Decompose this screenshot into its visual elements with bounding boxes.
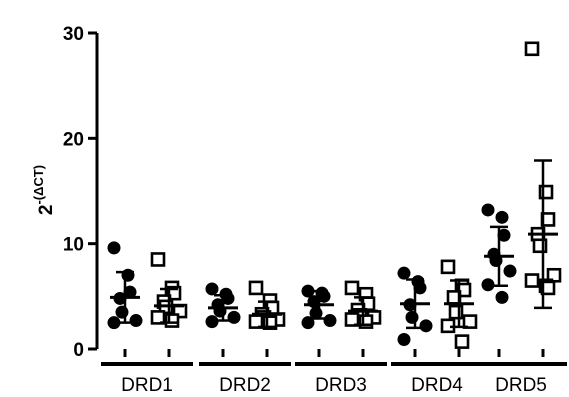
data-point bbox=[481, 203, 495, 217]
data-point bbox=[121, 268, 135, 282]
data-point bbox=[317, 289, 331, 303]
group-label: DRD5 bbox=[495, 375, 547, 396]
y-tick-label: 0 bbox=[73, 340, 84, 361]
data-point bbox=[227, 310, 241, 324]
data-point bbox=[454, 334, 470, 349]
data-point bbox=[419, 319, 433, 333]
data-point bbox=[497, 228, 511, 242]
y-axis-title: 2-(ΔCT) bbox=[31, 165, 57, 215]
y-tick-label: 10 bbox=[63, 235, 84, 256]
data-point bbox=[495, 290, 509, 304]
data-point bbox=[481, 278, 495, 292]
group-label: DRD2 bbox=[219, 375, 271, 396]
data-point bbox=[503, 264, 517, 278]
data-point bbox=[413, 281, 427, 295]
data-point bbox=[344, 312, 360, 327]
y-tick-label: 20 bbox=[63, 129, 84, 150]
data-point bbox=[301, 284, 315, 298]
data-point bbox=[397, 266, 411, 280]
x-axis: DRD1 DRD2 DRD3 DRD4 DRD5 bbox=[101, 349, 567, 396]
data-point bbox=[495, 210, 509, 224]
data-point bbox=[129, 314, 143, 328]
group-label: DRD1 bbox=[121, 375, 173, 396]
svg-text:2-(ΔCT): 2-(ΔCT) bbox=[31, 165, 57, 215]
data-point bbox=[248, 280, 264, 296]
data-point bbox=[397, 333, 411, 347]
data-point bbox=[524, 41, 540, 57]
group-label: DRD4 bbox=[411, 375, 463, 396]
data-point bbox=[205, 282, 219, 296]
data-point bbox=[150, 310, 166, 325]
data-point bbox=[405, 310, 419, 324]
y-tick-label: 30 bbox=[63, 24, 84, 45]
data-point bbox=[107, 241, 121, 255]
data-point bbox=[344, 280, 360, 296]
y-axis-title-superscript: -(ΔCT) bbox=[31, 165, 46, 205]
data-point bbox=[462, 314, 478, 329]
data-point bbox=[115, 305, 129, 319]
data-point bbox=[440, 259, 456, 275]
y-axis: 0 10 20 30 bbox=[63, 24, 99, 361]
data-point bbox=[107, 316, 121, 330]
data-point bbox=[524, 273, 540, 288]
group-label: DRD3 bbox=[315, 375, 367, 396]
data-marks bbox=[107, 41, 562, 349]
y-axis-title-base: 2 bbox=[36, 205, 57, 216]
data-point bbox=[150, 252, 166, 267]
data-point bbox=[123, 285, 137, 299]
data-point bbox=[205, 315, 219, 329]
data-point bbox=[323, 314, 337, 328]
